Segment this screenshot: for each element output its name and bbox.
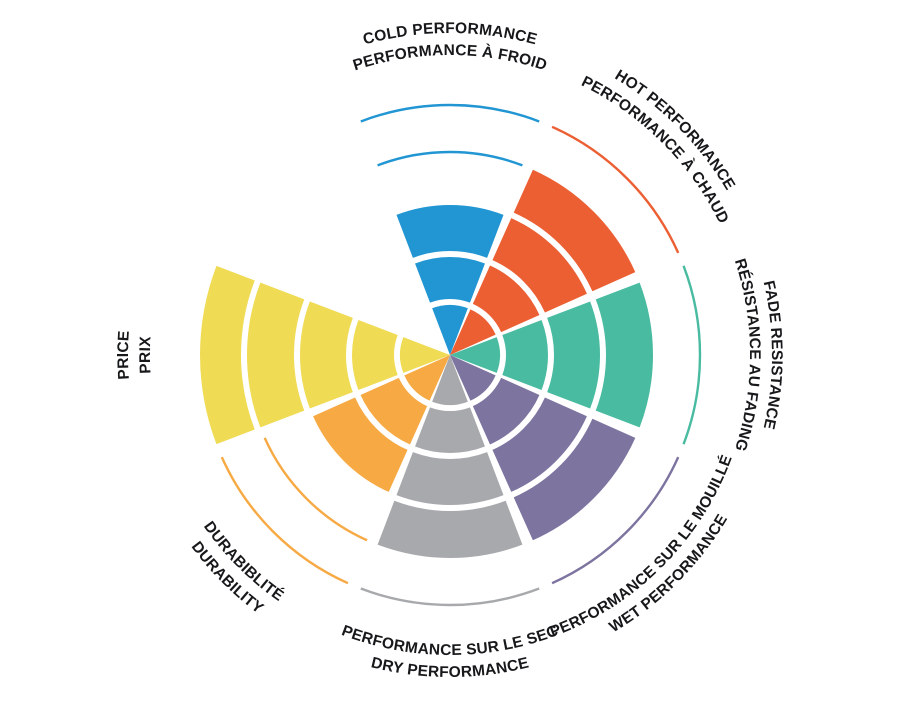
sector-segment-fade-resistance bbox=[502, 320, 548, 390]
sector-segment-price bbox=[300, 301, 353, 409]
sector-segment-hot-performance bbox=[513, 169, 636, 292]
sector-segment-fade-resistance bbox=[547, 301, 601, 409]
gridline-arc-empty-top-right bbox=[359, 264, 411, 316]
sector-label-dry-performance-fr: PERFORMANCE SUR LE SEC bbox=[339, 622, 560, 659]
gridline-arc-empty-top-right bbox=[403, 308, 431, 336]
gridline-arc-durability bbox=[263, 437, 368, 542]
sector-segment-cold-performance bbox=[396, 205, 504, 258]
gridline-arc-hot-performance bbox=[551, 125, 680, 254]
sector-segment-wet-performance bbox=[492, 397, 587, 492]
gridline-arc-empty-top-right bbox=[220, 125, 349, 254]
sector-segment-durability bbox=[313, 397, 408, 492]
sector-segment-cold-performance bbox=[432, 305, 468, 355]
gridline-arc-cold-performance bbox=[377, 150, 523, 167]
sector-segment-fade-resistance bbox=[595, 282, 653, 428]
sector-segment-price bbox=[247, 282, 305, 428]
sector-segment-price bbox=[199, 265, 255, 445]
sector-segment-dry-performance bbox=[432, 355, 468, 405]
sector-segment-durability bbox=[404, 355, 450, 401]
gridline-arc-empty-top-right bbox=[311, 216, 390, 295]
gridline-arc-fade-resistance bbox=[682, 265, 702, 445]
gridline-arc-wet-performance bbox=[551, 456, 680, 585]
gridlines-layer bbox=[220, 103, 702, 607]
sector-segment-durability bbox=[360, 377, 428, 445]
gridline-arc-cold-performance bbox=[360, 103, 540, 123]
sector-segment-dry-performance bbox=[377, 500, 523, 558]
sector-segment-fade-resistance bbox=[450, 337, 500, 373]
sector-segment-wet-performance bbox=[450, 355, 496, 401]
sector-segment-cold-performance bbox=[415, 257, 485, 303]
sector-label-price-fr: PRIX bbox=[137, 335, 155, 374]
sector-label-hot-performance-en: HOT PERFORMANCE bbox=[612, 67, 738, 193]
wedges-layer bbox=[199, 169, 653, 558]
sector-segment-dry-performance bbox=[415, 407, 485, 453]
sector-label-fade-resistance-en: FADE RESISTANCE bbox=[760, 279, 785, 431]
gridline-arc-empty-top-right bbox=[263, 168, 368, 273]
sector-label-cold-performance-fr: PERFORMANCE À FROID bbox=[351, 42, 549, 74]
sector-segment-price bbox=[352, 320, 398, 390]
gridline-arc-durability bbox=[220, 456, 349, 585]
sector-label-price-en: PRICE bbox=[115, 330, 133, 380]
sector-label-wet-performance-en: WET PERFORMANCE bbox=[606, 511, 731, 636]
sector-segment-hot-performance bbox=[472, 265, 540, 333]
sector-segment-hot-performance bbox=[492, 218, 587, 313]
sector-segment-dry-performance bbox=[396, 452, 504, 506]
gridline-arc-dry-performance bbox=[360, 587, 540, 607]
sector-segment-wet-performance bbox=[472, 377, 540, 445]
sector-segment-hot-performance bbox=[450, 309, 496, 355]
sector-segment-price bbox=[399, 337, 450, 373]
sector-segment-wet-performance bbox=[513, 418, 636, 541]
sector-label-fade-resistance-fr: RÉSISTANCE AU FADING bbox=[731, 257, 763, 454]
